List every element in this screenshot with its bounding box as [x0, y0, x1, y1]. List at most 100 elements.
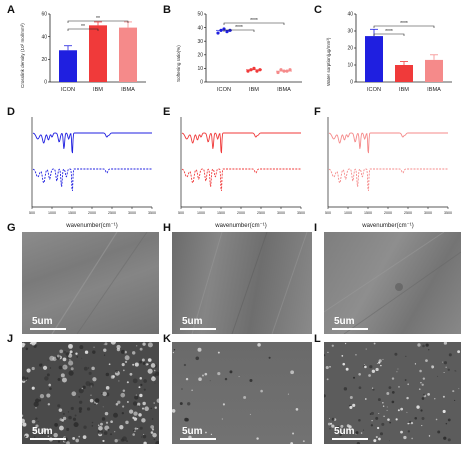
surface-particle [420, 409, 423, 412]
surface-particle [151, 376, 156, 382]
surface-particle [373, 342, 376, 345]
surface-particle [302, 440, 305, 443]
surface-particle [345, 367, 349, 371]
surface-particle [154, 382, 156, 384]
surface-particle [290, 370, 295, 375]
surface-particle [431, 365, 435, 369]
chart-e-xtick-label: 2500 [257, 211, 265, 215]
surface-particle [150, 425, 155, 429]
panel-label-e: E [163, 106, 171, 118]
panel-label-b: B [163, 4, 171, 16]
surface-particle [340, 424, 344, 428]
panel-label-l: L [314, 333, 321, 345]
surface-particle [197, 347, 202, 352]
surface-particle [155, 440, 159, 444]
chart-d-xtick-label: 3500 [148, 211, 156, 215]
surface-particle [75, 438, 80, 443]
surface-particle [116, 347, 121, 352]
surface-particle [381, 422, 385, 426]
surface-particle [97, 424, 100, 426]
chart-b-point-ibma [279, 68, 283, 72]
surface-particle [448, 353, 452, 357]
surface-particle [142, 342, 146, 346]
surface-particle [46, 373, 50, 377]
surface-particle [150, 363, 156, 368]
surface-particle [400, 430, 403, 434]
chart-b-cat-ibm: IBM [249, 87, 259, 93]
surface-particle [398, 386, 400, 388]
surface-particle [143, 379, 147, 383]
surface-particle [49, 367, 52, 369]
surface-particle [391, 377, 395, 380]
surface-particle [358, 386, 362, 390]
surface-particle [112, 375, 115, 378]
surface-particle [83, 425, 87, 429]
chart-b-sig-2: **** [250, 18, 258, 24]
surface-particle [391, 400, 395, 404]
scale-label-h: 5um [182, 316, 203, 327]
surface-particle [331, 417, 335, 421]
chart-f-series-dashed [328, 168, 448, 191]
surface-particle [154, 406, 157, 409]
surface-particle [47, 359, 49, 361]
scale-bar-g [30, 328, 66, 330]
chart-a-cat-ibma: IBMA [121, 87, 135, 93]
surface-particle [57, 404, 61, 408]
surface-particle [85, 381, 91, 386]
surface-particle [97, 429, 103, 435]
scale-label-i: 5um [334, 316, 355, 327]
surface-particle [201, 374, 204, 377]
chart-a-sig-1: ** [81, 24, 85, 30]
surface-particle [153, 369, 156, 372]
chart-f-series-solid [328, 132, 448, 154]
surface-particle [431, 366, 433, 368]
surface-particle [452, 390, 455, 393]
surface-particle [103, 354, 106, 356]
surface-particle [442, 395, 445, 398]
surface-particle [35, 407, 37, 409]
surface-particle [268, 356, 271, 359]
chart-e-xtick-label: 500 [178, 211, 184, 215]
surface-particle [455, 370, 457, 372]
surface-particle [375, 435, 378, 439]
surface-particle [172, 351, 175, 354]
surface-particle [36, 344, 38, 346]
surface-particle [400, 407, 404, 411]
surface-particle [388, 386, 392, 389]
surface-particle [153, 438, 156, 441]
surface-particle [191, 389, 193, 391]
surface-particle [143, 441, 147, 444]
surface-particle [389, 421, 392, 424]
surface-particle [25, 347, 29, 351]
surface-particle [403, 435, 407, 440]
surface-particle [329, 428, 331, 430]
surface-particle [139, 426, 143, 430]
surface-particle [388, 440, 390, 442]
ftir-spectrum-icon-chart: 500 1000 1500 2000 2500 3000 3500 [29, 117, 156, 215]
surface-particle [406, 411, 408, 413]
surface-particle [396, 371, 398, 373]
scale-bar-i [332, 328, 368, 330]
surface-particle [82, 385, 86, 390]
chart-c-ytick-label: 40 [347, 12, 353, 18]
chart-b-ytick-label: 0 [200, 80, 203, 86]
surface-particle [78, 388, 84, 394]
surface-particle [386, 392, 390, 395]
chart-e-xlabel: wavenumber(cm⁻¹) [215, 223, 267, 229]
surface-particle [60, 373, 65, 378]
chart-d-xtick-label: 3000 [128, 211, 136, 215]
surface-particle [295, 408, 299, 411]
surface-particle [205, 431, 207, 434]
surface-particle [134, 427, 137, 430]
scale-bar-k [180, 438, 216, 440]
surface-particle [81, 357, 83, 359]
surface-particle [421, 383, 424, 386]
surface-particle [422, 344, 425, 348]
surface-particle [62, 412, 65, 416]
surface-particle [132, 351, 136, 355]
surface-particle [420, 382, 422, 384]
surface-particle [59, 349, 64, 354]
surface-particle [142, 434, 147, 439]
surface-particle [421, 425, 423, 427]
surface-particle [142, 401, 146, 406]
